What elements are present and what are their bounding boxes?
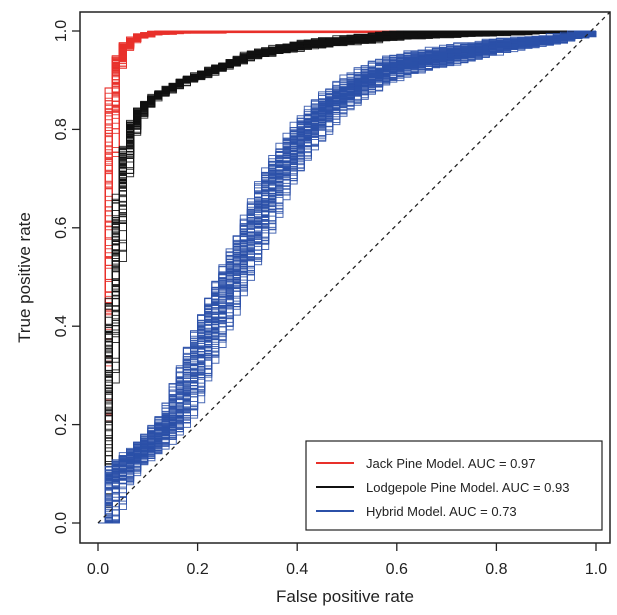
x-tick-label: 1.0 — [585, 561, 607, 578]
legend: Jack Pine Model. AUC = 0.97 Lodgepole Pin… — [305, 440, 603, 531]
lodgepole-pine-model-curve — [98, 30, 596, 524]
y-tick-label: 0.4 — [53, 315, 70, 337]
y-axis: 0.0 0.2 0.4 0.6 0.8 1.0 — [53, 20, 80, 534]
y-tick-label: 0.6 — [53, 217, 70, 239]
legend-entry-label: Hybrid Model. AUC = 0.73 — [366, 504, 517, 519]
lodgepole-pine-model-curve — [98, 30, 596, 524]
legend-entry-label: Jack Pine Model. AUC = 0.97 — [366, 456, 535, 471]
hybrid-model-curve — [98, 31, 597, 524]
legend-box — [305, 440, 603, 531]
hybrid-model-curves — [98, 30, 597, 524]
x-tick-label: 0.4 — [286, 561, 308, 578]
y-axis-label: True positive rate — [15, 212, 34, 343]
chance-reference-line — [97, 11, 611, 524]
hybrid-model-curve — [98, 30, 596, 524]
hybrid-model-curve — [98, 30, 596, 524]
hybrid-model-curve — [98, 30, 596, 524]
x-tick-label: 0.2 — [186, 561, 208, 578]
y-tick-label: 0.0 — [53, 512, 70, 534]
hybrid-model-curve — [98, 31, 597, 524]
plot-frame — [79, 11, 611, 544]
legend-entry-label: Lodgepole Pine Model. AUC = 0.93 — [366, 480, 569, 495]
y-tick-label: 0.8 — [53, 118, 70, 140]
x-axis-label: False positive rate — [276, 587, 414, 606]
lodgepole-pine-model-curves — [98, 30, 597, 524]
x-tick-label: 0.0 — [87, 561, 109, 578]
lodgepole-pine-model-curve — [98, 30, 596, 524]
y-tick-label: 0.2 — [53, 413, 70, 435]
y-tick-label: 1.0 — [53, 20, 70, 42]
x-axis: 0.0 0.2 0.4 0.6 0.8 1.0 — [87, 543, 607, 578]
x-tick-label: 0.8 — [485, 561, 507, 578]
x-tick-label: 0.6 — [386, 561, 408, 578]
roc-curves — [98, 30, 597, 524]
